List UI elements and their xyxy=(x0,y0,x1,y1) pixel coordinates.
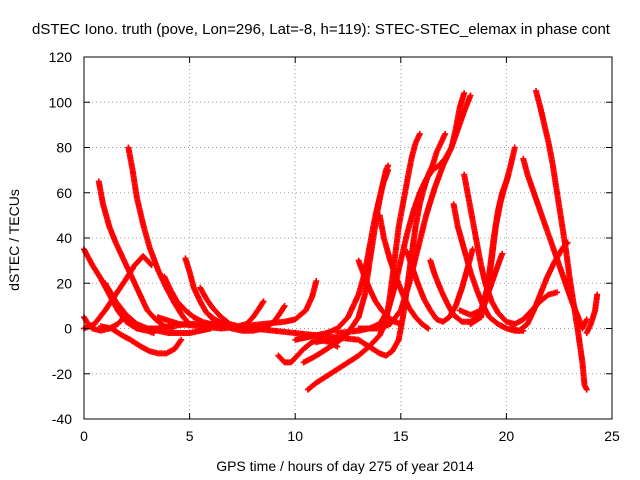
data-point xyxy=(148,262,155,269)
data-point xyxy=(554,289,561,296)
x-axis-label: GPS time / hours of day 275 of year 2014 xyxy=(216,458,474,474)
series xyxy=(154,278,320,332)
series xyxy=(583,291,601,336)
y-axis-label: dSTEC / TECUs xyxy=(6,189,22,291)
chart-title: dSTEC Iono. truth (pove, Lon=296, Lat=-8… xyxy=(32,21,611,38)
data-point xyxy=(499,250,506,257)
x-tick-label: 25 xyxy=(604,428,620,444)
series xyxy=(461,171,561,327)
y-tick-label: -20 xyxy=(52,366,72,382)
data-point xyxy=(442,130,449,137)
series xyxy=(355,257,404,327)
x-tick-label: 20 xyxy=(499,428,515,444)
y-tick-label: -40 xyxy=(52,411,72,427)
series xyxy=(533,87,590,393)
data-point xyxy=(397,321,404,327)
data-point xyxy=(583,316,590,323)
y-tick-label: 60 xyxy=(56,185,72,201)
data-point xyxy=(583,386,590,393)
data-point xyxy=(385,167,392,174)
y-tick-label: 120 xyxy=(49,49,73,65)
data-point xyxy=(469,246,476,253)
data-point xyxy=(147,261,154,267)
x-tick-label: 15 xyxy=(393,428,409,444)
data-point xyxy=(313,278,320,284)
axis-ticks: 0 5 10 15 20 25 -40 -20 0 20 40 60 80 100 120 xyxy=(49,49,620,444)
y-tick-label: 100 xyxy=(49,94,73,110)
data-point xyxy=(511,144,518,151)
data-point xyxy=(594,291,601,298)
series xyxy=(81,253,155,332)
data-point xyxy=(281,302,288,309)
data-point xyxy=(416,130,423,137)
series xyxy=(97,323,185,357)
data-point xyxy=(467,92,474,99)
x-tick-label: 0 xyxy=(80,428,88,444)
series xyxy=(197,284,267,330)
y-tick-label: 40 xyxy=(56,230,72,246)
y-tick-label: 20 xyxy=(56,275,72,291)
x-tick-label: 5 xyxy=(186,428,194,444)
y-tick-label: 80 xyxy=(56,140,72,156)
data-point xyxy=(425,325,432,332)
data-point xyxy=(178,336,185,343)
data-point xyxy=(260,298,267,305)
y-tick-label: 0 xyxy=(64,321,72,337)
data-points xyxy=(81,87,601,393)
series xyxy=(95,178,176,332)
data-point xyxy=(461,90,468,97)
x-tick-label: 10 xyxy=(287,428,303,444)
series xyxy=(376,212,432,332)
series xyxy=(467,144,518,327)
